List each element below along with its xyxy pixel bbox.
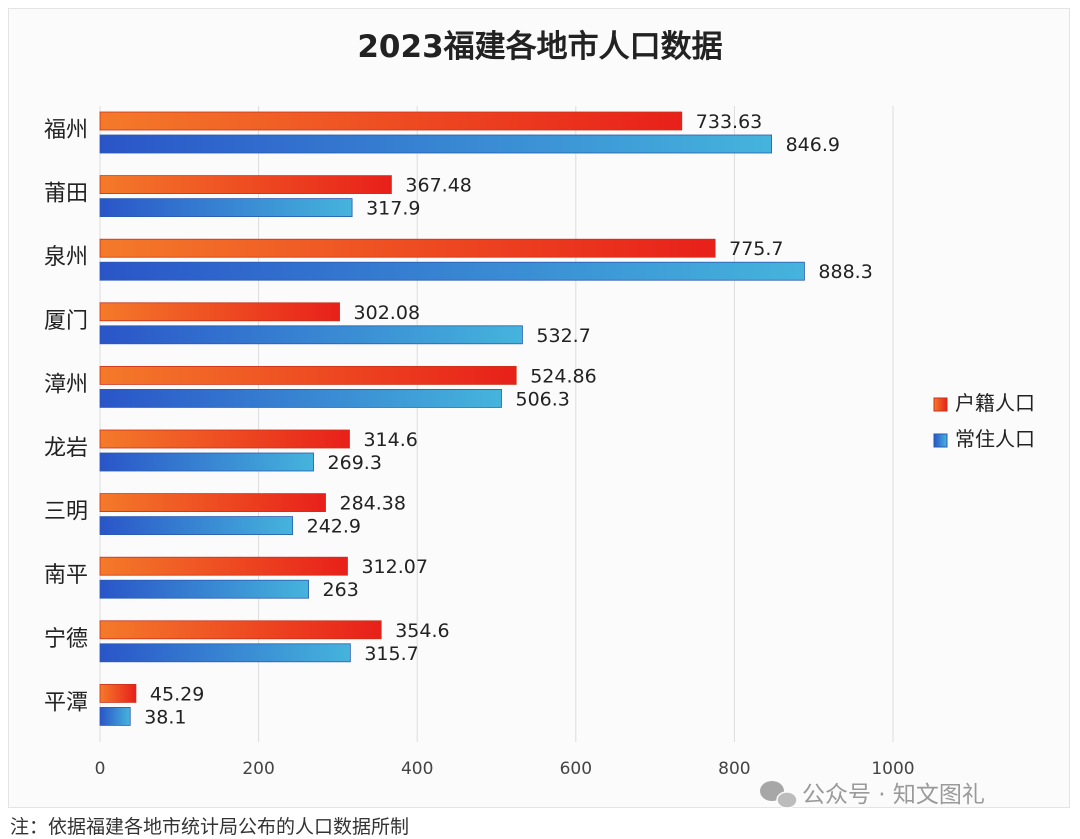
category-label: 平潭 [44, 690, 88, 715]
x-tick-label: 200 [242, 759, 274, 779]
category-label: 泉州 [44, 245, 88, 270]
data-label: 888.3 [818, 261, 872, 283]
wechat-icon [760, 781, 798, 809]
x-tick-label: 600 [560, 759, 592, 779]
bar-registered [99, 684, 137, 703]
data-label: 45.29 [150, 683, 204, 705]
legend-swatch [933, 397, 948, 412]
bar-registered [99, 111, 683, 131]
bar-resident [99, 516, 294, 535]
bar-registered [99, 302, 340, 322]
legend-entry: 常住人口 [955, 427, 1035, 451]
data-label: 284.38 [340, 493, 406, 515]
bar-resident [99, 134, 772, 154]
data-label: 524.86 [530, 365, 596, 387]
data-label: 302.08 [354, 302, 420, 324]
bars [99, 111, 805, 726]
bar-registered [99, 556, 348, 576]
data-label: 367.48 [405, 175, 471, 197]
bar-resident [99, 579, 309, 599]
legend-swatch [933, 433, 948, 448]
bar-registered [99, 238, 716, 258]
footnote: 注：依据福建各地市统计局公布的人口数据所制 [10, 816, 410, 838]
chart-title: 2023福建各地市人口数据 [357, 29, 722, 65]
x-tick-label: 0 [95, 759, 106, 779]
data-label: 242.9 [307, 516, 361, 538]
bar-resident [99, 388, 502, 408]
bar-resident [99, 452, 314, 472]
category-label: 福州 [44, 118, 88, 143]
bar-registered [99, 365, 517, 385]
category-label: 宁德 [44, 627, 88, 652]
data-label: 317.9 [366, 198, 420, 220]
category-label: 漳州 [44, 372, 88, 397]
category-label: 南平 [44, 563, 88, 588]
bar-resident [99, 261, 805, 281]
bar-resident [99, 325, 523, 345]
data-label: 506.3 [515, 388, 569, 410]
bar-registered [99, 620, 382, 640]
data-label: 315.7 [364, 643, 418, 665]
x-tick-label: 400 [401, 759, 433, 779]
data-label: 312.07 [361, 556, 427, 578]
bar-resident [99, 707, 131, 726]
data-label: 354.6 [395, 620, 449, 642]
bar-registered [99, 429, 350, 449]
data-label: 38.1 [144, 706, 186, 728]
bar-resident [99, 643, 351, 663]
data-label: 733.63 [696, 111, 762, 133]
bar-registered [99, 175, 392, 195]
data-label: 532.7 [536, 325, 590, 347]
bar-registered [99, 493, 326, 513]
data-label: 846.9 [786, 134, 840, 156]
category-label: 龙岩 [44, 436, 88, 461]
watermark: 公众号 · 知文图礼 [802, 782, 985, 808]
legend-entry: 户籍人口 [955, 391, 1035, 415]
x-tick-label: 1000 [871, 759, 914, 779]
category-label: 厦门 [44, 309, 88, 334]
data-label: 775.7 [729, 238, 783, 260]
data-label: 263 [323, 579, 359, 601]
data-label: 269.3 [328, 452, 382, 474]
bar-resident [99, 198, 353, 218]
x-tick-label: 800 [718, 759, 750, 779]
category-label: 三明 [44, 500, 88, 525]
data-label: 314.6 [363, 429, 417, 451]
category-label: 莆田 [44, 182, 88, 207]
